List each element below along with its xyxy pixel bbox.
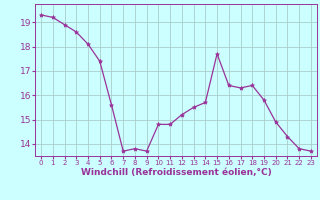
- X-axis label: Windchill (Refroidissement éolien,°C): Windchill (Refroidissement éolien,°C): [81, 168, 271, 177]
